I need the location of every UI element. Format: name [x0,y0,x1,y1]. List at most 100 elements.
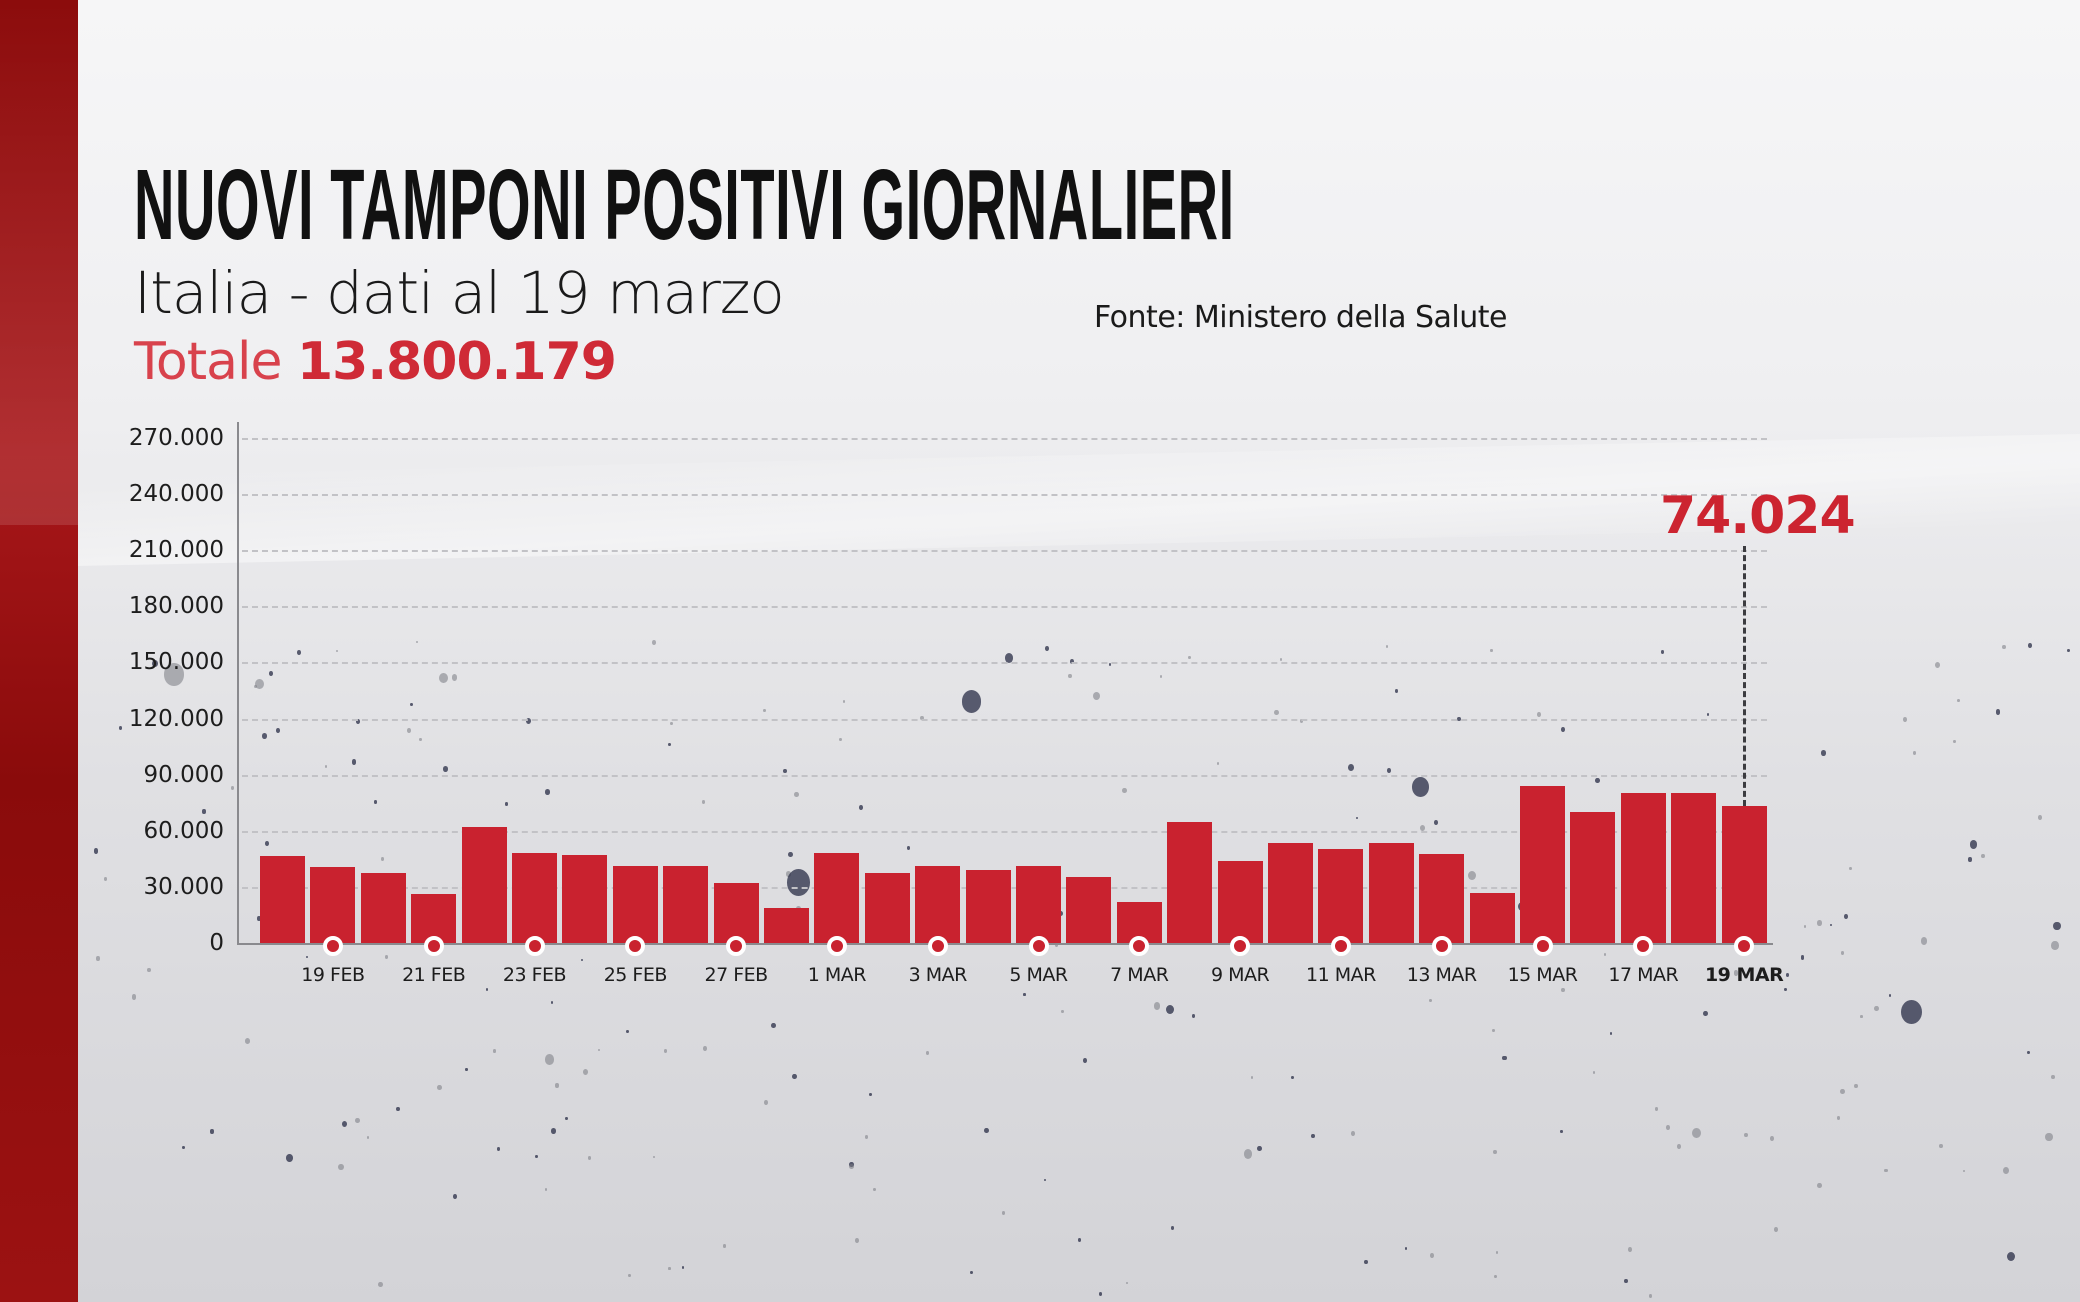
x-tick-label: 11 MAR [1305,964,1376,986]
speckle-dot [1848,867,1852,871]
speckle-dot [341,1120,348,1127]
speckle-dot [1429,998,1433,1002]
speckle-dot [486,988,489,991]
y-tick-label: 0 [209,930,224,956]
speckle-dot [1243,1148,1253,1159]
speckle-dot [437,1084,442,1090]
gridline [242,662,1767,665]
speckle-dot [209,1129,214,1134]
speckle-dot [1844,914,1849,920]
speckle-dot [983,1127,989,1134]
speckle-dot [2002,1167,2009,1174]
source-note: Fonte: Ministero della Salute [1094,300,1508,335]
speckle-dot [496,1146,501,1151]
total-value: 13.800.179 [296,332,617,392]
gridline [242,606,1767,609]
speckle-dot [1560,1130,1563,1134]
speckle-dot [1347,764,1354,772]
speckle-dot [1092,691,1100,701]
speckle-dot [969,1270,973,1275]
speckle-dot [1023,993,1026,997]
gridline [242,550,1767,553]
speckle-dot [1830,923,1833,927]
bar [1016,866,1061,944]
speckle-dot [670,721,673,725]
speckle-dot [1082,1057,1088,1063]
speckle-dot [1310,1133,1315,1139]
speckle-dot [264,841,269,847]
gridline [242,774,1767,777]
x-tick-label: 1 MAR [807,964,867,986]
speckle-dot [550,1128,556,1134]
date-marker-dot [322,936,343,956]
speckle-dot [1490,648,1493,652]
speckle-dot [1068,674,1072,679]
x-tick-label: 23 FEB [502,964,567,986]
speckle-dot [451,674,458,681]
speckle-dot [854,1237,860,1244]
speckle-dot [1995,709,2001,715]
bar [965,870,1011,944]
bar [461,827,507,944]
speckle-dot [783,769,787,774]
speckle-dot [771,1022,776,1028]
speckle-dot [1404,1246,1408,1250]
speckle-dot [1044,1178,1047,1182]
bar [663,866,709,944]
speckle-dot [355,1117,361,1124]
speckle-dot [1817,920,1822,926]
total-label: Totale [134,332,282,392]
y-tick-label: 210.000 [128,537,224,564]
speckle-dot [906,846,911,851]
gridline [242,718,1767,721]
speckle-dot [580,958,584,962]
speckle-dot [1839,1088,1845,1095]
x-tick-label: 5 MAR [1009,964,1068,986]
speckle-dot [1733,970,1739,976]
speckle-dot [378,1281,383,1287]
speckle-dot [1561,988,1566,993]
speckle-dot [1773,1226,1779,1232]
speckle-dot [336,650,339,653]
x-tick-label: 27 FEB [704,964,769,986]
speckle-dot [1743,1133,1748,1138]
speckle-dot [1654,1107,1659,1112]
speckle-dot [1888,994,1892,998]
x-tick-label: 21 FEB [402,964,466,986]
y-axis-line [237,422,239,945]
bar [512,853,557,944]
speckle-dot [1800,955,1805,960]
speckle-dot [653,1155,656,1159]
speckle-dot [919,715,924,721]
speckle-dot [1957,698,1960,702]
speckle-dot [1170,1225,1175,1230]
speckle-dot [1627,1246,1632,1252]
chart-title: NUOVI TAMPONI POSITIVI GIORNALIERI [134,149,1235,261]
speckle-dot [1665,1125,1670,1130]
speckle-dot [668,1267,671,1270]
date-marker-dot [1532,936,1553,956]
y-tick-label: 240.000 [128,481,224,508]
x-tick-label: 9 MAR [1210,964,1270,986]
chart-subtitle: Italia - dati al 19 marzo [134,259,785,327]
speckle-dot [1649,1294,1653,1299]
speckle-dot [254,678,264,689]
bar [1570,811,1616,944]
speckle-dot [587,1155,592,1161]
speckle-dot [526,718,532,724]
bar [1318,848,1364,944]
speckle-dot [1077,1238,1082,1243]
speckle-dot [305,955,308,958]
speckle-dot [1420,825,1426,832]
bar [1520,785,1565,944]
speckle-dot [262,733,268,739]
gridline [242,830,1767,833]
speckle-dot [849,1164,854,1170]
speckle-dot [1496,1251,1499,1254]
speckle-dot [1493,1274,1497,1279]
speckle-dot [131,994,137,1000]
speckle-dot [535,1154,538,1158]
speckle-dot [628,1273,631,1277]
date-marker-dot [1330,936,1351,956]
date-marker-dot [1734,936,1755,956]
